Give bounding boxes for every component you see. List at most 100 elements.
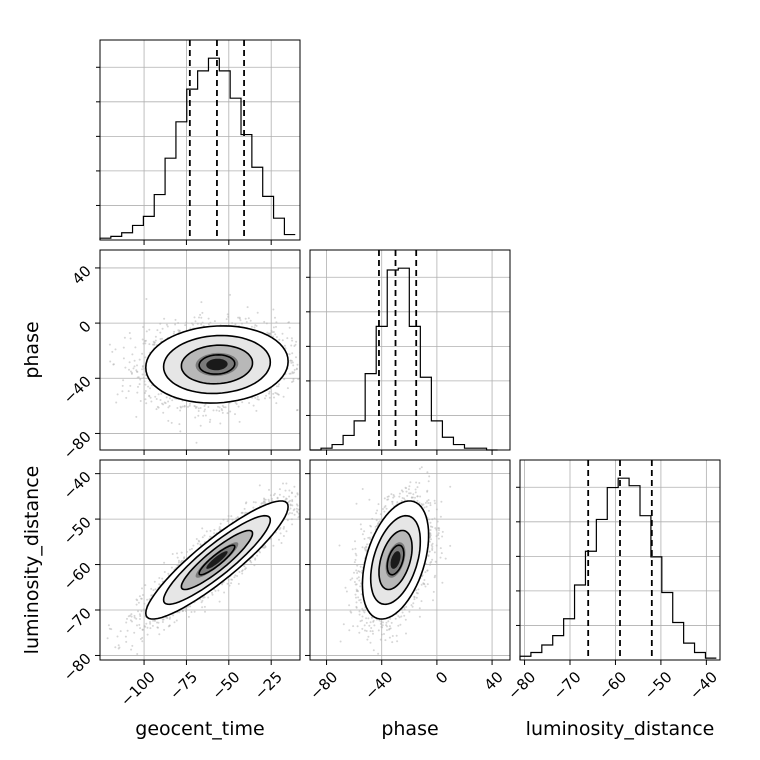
scatter-point (354, 552, 357, 555)
scatter-point (218, 410, 221, 412)
scatter-point (247, 317, 250, 320)
y-tick-label: −50 (60, 513, 95, 548)
scatter-point (225, 318, 228, 321)
scatter-point (313, 373, 315, 375)
scatter-point (201, 606, 204, 609)
scatter-point (305, 371, 307, 373)
scatter-point (254, 558, 257, 561)
y-tick-label: −40 (60, 372, 95, 407)
density-fill (390, 551, 401, 569)
scatter-point (141, 373, 144, 376)
scatter-point (229, 410, 232, 413)
scatter-point (435, 544, 438, 547)
scatter-point (133, 614, 136, 617)
contour-line (386, 544, 405, 576)
scatter-point (218, 526, 221, 529)
scatter-point (133, 359, 136, 362)
scatter-point (142, 376, 145, 379)
scatter-point (136, 653, 139, 655)
scatter-point (401, 611, 404, 614)
scatter-point (278, 488, 281, 491)
scatter-point (214, 589, 217, 592)
scatter-point (316, 367, 318, 369)
scatter-point (439, 547, 442, 550)
scatter-point (421, 574, 424, 577)
scatter-point (415, 481, 418, 484)
scatter-point (362, 609, 365, 612)
scatter-point (426, 471, 429, 474)
scatter-point (256, 554, 259, 557)
scatter-point (286, 519, 289, 522)
scatter-point (285, 530, 288, 533)
scatter-point (185, 610, 187, 613)
scatter-point (188, 548, 191, 551)
scatter-point (356, 577, 359, 580)
scatter-point (409, 481, 412, 484)
scatter-point (136, 364, 138, 367)
scatter-point (322, 367, 324, 369)
scatter-point (127, 615, 130, 618)
scatter-point (431, 545, 434, 548)
scatter-point (125, 396, 128, 399)
scatter-point (449, 485, 452, 488)
scatter-point (203, 405, 206, 407)
scatter-point (428, 540, 431, 543)
scatter-point (302, 383, 304, 385)
scatter-point (372, 649, 375, 652)
scatter-point (173, 330, 176, 333)
scatter-point (96, 328, 98, 330)
scatter-point (383, 510, 386, 513)
scatter-point (318, 364, 320, 366)
scatter-point (302, 478, 304, 480)
scatter-point (147, 385, 150, 388)
scatter-point (127, 390, 130, 393)
scatter-point (271, 331, 274, 334)
scatter-point (190, 547, 193, 550)
scatter-point (371, 517, 374, 520)
scatter-point (252, 501, 255, 504)
scatter-point (139, 638, 142, 640)
scatter-point (277, 385, 280, 388)
scatter-point (354, 583, 357, 586)
scatter-point (415, 596, 418, 599)
scatter-point (173, 621, 176, 624)
scatter-point (363, 611, 366, 614)
scatter-point (149, 387, 151, 390)
scatter-point (137, 385, 139, 388)
scatter-point (301, 340, 303, 342)
scatter-point (338, 544, 341, 547)
scatter-point (380, 620, 383, 623)
scatter-point (431, 547, 434, 550)
scatter-point (122, 379, 125, 382)
scatter-point (180, 551, 183, 554)
scatter-point (358, 631, 361, 634)
scatter-point (426, 583, 429, 586)
scatter-point (131, 620, 133, 623)
scatter-point (368, 457, 370, 459)
scatter-point (149, 622, 152, 625)
scatter-point (130, 613, 133, 616)
scatter-point (428, 532, 431, 535)
scatter-point (166, 325, 169, 328)
scatter-point (237, 316, 240, 319)
scatter-point (354, 540, 356, 543)
scatter-point (397, 624, 400, 627)
scatter-point (235, 517, 238, 520)
scatter-point (157, 621, 160, 624)
scatter-point (423, 506, 426, 509)
y-tick-label: −40 (60, 468, 95, 503)
scatter-point (207, 596, 210, 599)
scatter-point (238, 420, 241, 423)
scatter-point (387, 498, 390, 501)
scatter-point (429, 534, 432, 537)
scatter-point (422, 582, 425, 585)
scatter-point (441, 581, 444, 584)
scatter-point (146, 633, 149, 636)
scatter-point (405, 632, 407, 635)
scatter-point (144, 392, 146, 394)
contour-line (144, 325, 289, 404)
scatter-point (186, 550, 188, 553)
scatter-point (288, 353, 291, 356)
scatter-point (437, 537, 440, 540)
scatter-point (435, 535, 438, 538)
